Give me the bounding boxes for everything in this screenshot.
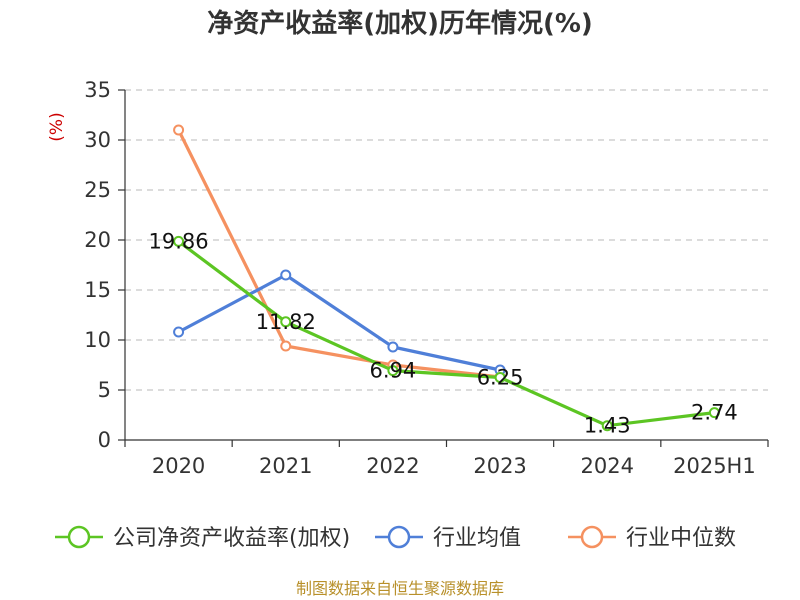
- series-layer: [173, 124, 720, 432]
- series-0-point-2025H1: [708, 407, 720, 419]
- legend-label-1: 行业均值: [433, 526, 521, 551]
- series-2-point-2020: [173, 124, 185, 136]
- y-tick-label-35: 35: [84, 78, 111, 102]
- y-tick-label-0: 0: [98, 428, 111, 452]
- series-2: [173, 124, 506, 383]
- legend-item-1: 行业均值: [375, 525, 521, 551]
- series-1-point-2020: [173, 326, 185, 338]
- grid-lines: [125, 89, 768, 391]
- x-tick-label-2025H1: 2025H1: [673, 454, 756, 478]
- series-0-point-2022: [387, 365, 399, 377]
- x-tick-label-2020: 2020: [152, 454, 205, 478]
- y-tick-label-30: 30: [84, 128, 111, 152]
- chart-title: 净资产收益率(加权)历年情况(%): [207, 8, 593, 39]
- axes: 0 5 10 15 20 25 30 35 2020 2021 2022 2023 2024 2025H1: [84, 78, 769, 478]
- series-0: [173, 235, 720, 432]
- data-label-2022: 6.94: [370, 359, 417, 383]
- x-tick-label-2022: 2022: [366, 454, 419, 478]
- series-1-point-2022: [387, 341, 399, 353]
- data-label-2023: 6.25: [477, 366, 524, 390]
- y-tick-label-25: 25: [84, 178, 111, 202]
- y-tick-label-20: 20: [84, 228, 111, 252]
- data-label-2024: 1.43: [584, 414, 631, 438]
- y-axis-unit: (%): [47, 112, 67, 141]
- x-tick-label-2024: 2024: [581, 454, 634, 478]
- series-line-0: [177, 240, 715, 428]
- legend-marker-1: [387, 525, 411, 549]
- legend-label-0: 公司净资产收益率(加权): [113, 526, 350, 551]
- x-tick-label-2023: 2023: [473, 454, 526, 478]
- data-label-2020: 19.86: [149, 229, 209, 253]
- legend: 公司净资产收益率(加权) 行业均值 行业中位数: [55, 525, 736, 551]
- series-0-point-2021: [280, 316, 292, 328]
- y-tick-label-5: 5: [98, 378, 111, 402]
- data-labels: 19.86 11.82 6.94 6.25 1.43 2.74: [149, 229, 738, 437]
- legend-item-0: 公司净资产收益率(加权): [55, 525, 350, 551]
- series-line-2: [177, 129, 501, 379]
- legend-item-2: 行业中位数: [568, 525, 736, 551]
- data-label-2021: 11.82: [256, 310, 316, 334]
- x-tick-label-2021: 2021: [259, 454, 312, 478]
- series-0-point-2024: [601, 420, 613, 432]
- series-0-point-2020: [173, 235, 185, 247]
- y-tick-label-15: 15: [84, 278, 111, 302]
- source-note: 制图数据来自恒生聚源数据库: [296, 579, 504, 598]
- series-0-point-2023: [494, 372, 506, 383]
- series-2-point-2021: [280, 340, 292, 352]
- series-line-1: [177, 273, 501, 372]
- legend-marker-0: [67, 525, 91, 549]
- series-1-point-2021: [280, 269, 292, 281]
- series-1: [173, 269, 506, 376]
- legend-marker-2: [580, 525, 604, 549]
- legend-label-2: 行业中位数: [626, 526, 736, 551]
- data-label-2025H1: 2.74: [691, 401, 738, 425]
- y-tick-label-10: 10: [84, 328, 111, 352]
